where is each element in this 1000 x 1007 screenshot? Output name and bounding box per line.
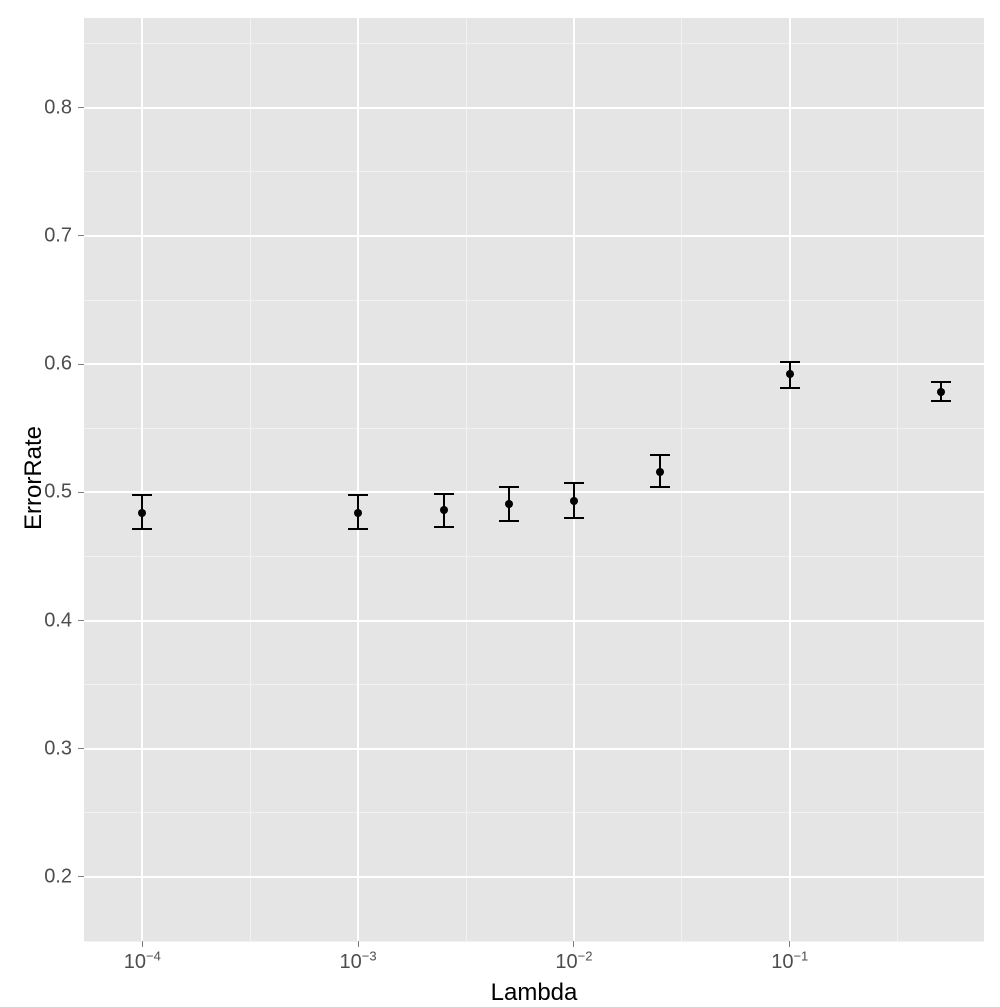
x-tick-label: 10−2	[555, 951, 592, 974]
y-tick-label: 0.5	[44, 481, 72, 504]
data-point	[937, 388, 945, 396]
y-grid-major	[84, 363, 984, 365]
errorbar-cap-upper	[499, 486, 519, 488]
x-axis-title: Lambda	[491, 979, 578, 1007]
x-tick-label: 10−4	[124, 951, 161, 974]
y-grid-major	[84, 876, 984, 878]
y-tick-mark	[78, 492, 84, 493]
y-grid-minor	[84, 300, 984, 301]
y-grid-minor	[84, 684, 984, 685]
errorbar-cap-lower	[780, 387, 800, 389]
x-tick-mark	[358, 941, 359, 947]
x-tick-mark	[573, 941, 574, 947]
errorbar-cap-upper	[348, 494, 368, 496]
y-tick-label: 0.3	[44, 737, 72, 760]
errorbar-cap-upper	[650, 454, 670, 456]
y-grid-minor	[84, 428, 984, 429]
y-grid-major	[84, 107, 984, 109]
y-grid-minor	[84, 941, 984, 942]
x-grid-minor	[466, 18, 467, 941]
x-grid-major	[357, 18, 359, 941]
y-tick-mark	[78, 748, 84, 749]
errorbar-cap-upper	[434, 493, 454, 495]
x-grid-minor	[897, 18, 898, 941]
errorbar-cap-lower	[650, 486, 670, 488]
plot-panel	[84, 18, 984, 941]
y-grid-minor	[84, 43, 984, 44]
errorbar-cap-upper	[132, 494, 152, 496]
error-rate-vs-lambda-chart: 10−4 10−3 10−2 10−1 0.2 0.3 0.4 0.5 0.6 0.7 0.8 Er…	[0, 0, 1000, 1000]
x-grid-minor	[250, 18, 251, 941]
data-point	[440, 506, 448, 514]
y-grid-minor	[84, 556, 984, 557]
errorbar-cap-upper	[564, 482, 584, 484]
errorbar-cap-lower	[931, 400, 951, 402]
errorbar-cap-upper	[780, 361, 800, 363]
errorbar-cap-lower	[132, 528, 152, 530]
y-tick-mark	[78, 364, 84, 365]
x-grid-major	[141, 18, 143, 941]
data-point	[656, 468, 664, 476]
y-tick-label: 0.8	[44, 96, 72, 119]
y-grid-minor	[84, 812, 984, 813]
x-tick-label: 10−1	[771, 951, 808, 974]
y-grid-major	[84, 235, 984, 237]
y-tick-mark	[78, 620, 84, 621]
y-grid-major	[84, 748, 984, 750]
y-tick-label: 0.2	[44, 865, 72, 888]
errorbar-cap-lower	[499, 520, 519, 522]
y-tick-label: 0.4	[44, 609, 72, 632]
errorbar-cap-upper	[931, 381, 951, 383]
y-tick-label: 0.7	[44, 224, 72, 247]
y-axis-title: ErrorRate	[20, 425, 48, 529]
x-tick-mark	[142, 941, 143, 947]
y-tick-label: 0.6	[44, 353, 72, 376]
data-point	[570, 497, 578, 505]
errorbar-cap-lower	[564, 517, 584, 519]
data-point	[786, 370, 794, 378]
x-tick-mark	[789, 941, 790, 947]
data-point	[138, 509, 146, 517]
y-tick-mark	[78, 235, 84, 236]
x-tick-label: 10−3	[340, 951, 377, 974]
data-point	[354, 509, 362, 517]
y-tick-mark	[78, 876, 84, 877]
x-grid-major	[789, 18, 791, 941]
x-grid-minor	[681, 18, 682, 941]
data-point	[505, 500, 513, 508]
y-tick-mark	[78, 107, 84, 108]
errorbar-cap-lower	[434, 526, 454, 528]
x-grid-major	[573, 18, 575, 941]
y-grid-minor	[84, 171, 984, 172]
errorbar-cap-lower	[348, 528, 368, 530]
y-grid-major	[84, 491, 984, 493]
y-grid-major	[84, 620, 984, 622]
